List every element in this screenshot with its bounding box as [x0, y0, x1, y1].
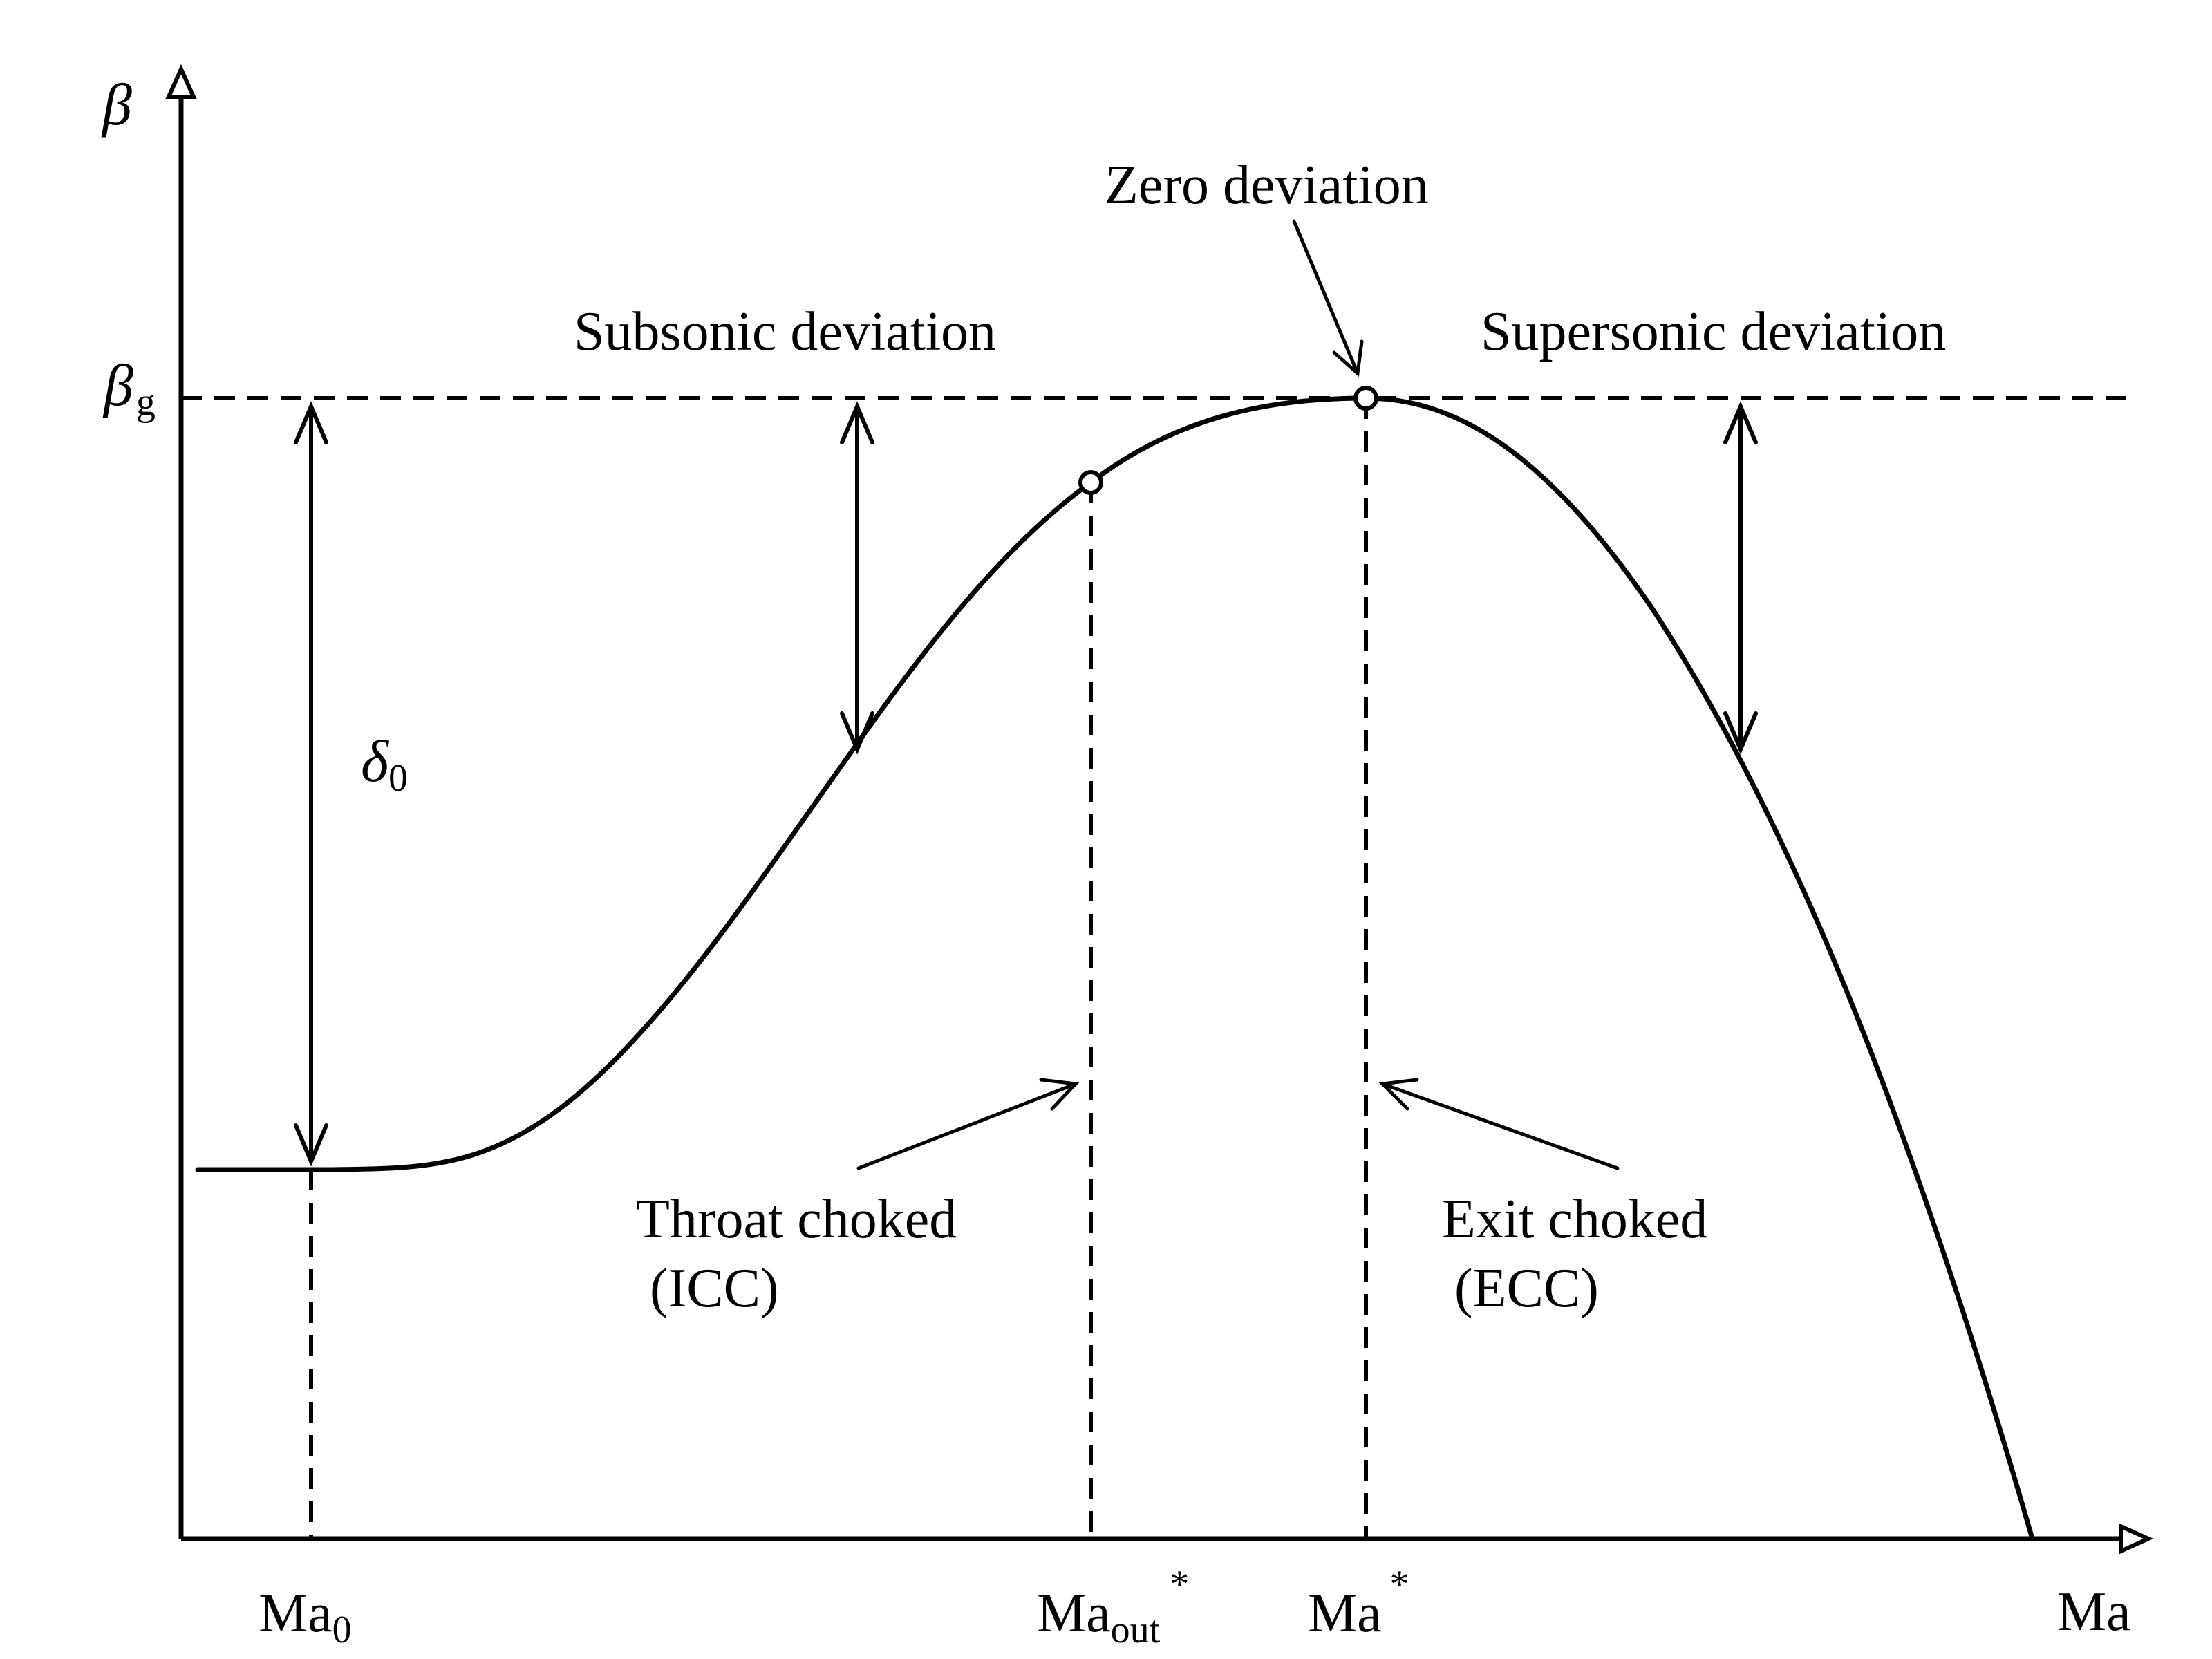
point-throat-choked: [1078, 470, 1103, 495]
x-axis-arrowhead: [2119, 1523, 2154, 1555]
zero-deviation-pointer: [1292, 219, 1364, 377]
x-axis-label: Ma: [2057, 1582, 2131, 1642]
deviation-arrows: [294, 401, 1758, 1167]
subsonic-deviation-label: Subsonic deviation: [574, 301, 996, 362]
axes: [165, 64, 2154, 1555]
tick-label-maout: Maout*: [1037, 1563, 1189, 1651]
subsonic-arrow: [840, 401, 874, 755]
y-axis-arrowhead: [165, 64, 197, 99]
exit-choked-abbrev: (ECC): [1454, 1258, 1599, 1319]
offset-label: δ0: [361, 728, 408, 800]
supersonic-arrow: [1723, 401, 1758, 755]
pointer-arrows: [856, 219, 1620, 1170]
deviation-curve: [195, 395, 2035, 1541]
zero-deviation-label: Zero deviation: [1105, 155, 1429, 216]
point-zero-deviation: [1353, 386, 1378, 411]
throat-choked-label: Throat choked: [636, 1189, 957, 1250]
offset-arrow: [294, 401, 328, 1167]
exit-choked-pointer: [1378, 1078, 1620, 1170]
supersonic-deviation-label: Supersonic deviation: [1481, 301, 1946, 362]
y-axis-label: β: [101, 71, 132, 138]
throat-choked-pointer: [856, 1078, 1080, 1170]
exit-choked-label: Exit choked: [1442, 1189, 1707, 1250]
reference-label: βg: [102, 352, 156, 424]
tick-label-ma0: Ma0: [259, 1583, 352, 1651]
tick-label-mastar: Ma *: [1308, 1563, 1409, 1644]
throat-choked-abbrev: (ICC): [650, 1258, 779, 1319]
marker-lines: [309, 398, 1368, 1539]
